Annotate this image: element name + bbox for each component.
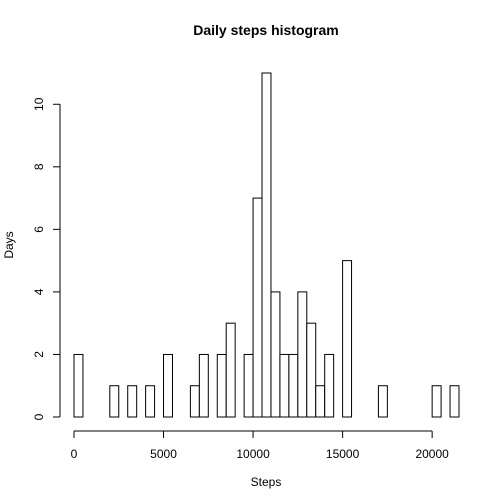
histogram-bar-0 <box>73 353 84 418</box>
histogram-bar-42 <box>449 385 460 418</box>
histogram-bar-20 <box>252 197 263 418</box>
histogram-bar-26 <box>306 322 317 418</box>
y-axis: 0 2 4 6 8 10 <box>32 97 61 420</box>
histogram-bar-4 <box>109 385 120 418</box>
x-tick-label: 5000 <box>150 447 177 461</box>
y-tick-label: 6 <box>32 226 46 233</box>
histogram-bar-22 <box>270 291 281 418</box>
x-tick-label: 0 <box>71 447 78 461</box>
histogram-bar-8 <box>145 385 156 418</box>
histogram-bar-28 <box>324 353 335 418</box>
histogram-bar-16 <box>216 353 227 418</box>
y-tick-label: 2 <box>32 351 46 358</box>
y-tick-label: 8 <box>32 163 46 170</box>
y-tick-label: 4 <box>32 288 46 295</box>
x-tick-label: 20000 <box>415 447 449 461</box>
histogram-bar-34 <box>377 385 388 418</box>
histogram-bar-23 <box>279 353 290 418</box>
histogram-bar-25 <box>297 291 308 418</box>
x-axis-label: Steps <box>251 475 282 489</box>
bars-group <box>73 72 460 418</box>
histogram-bar-6 <box>127 385 138 418</box>
histogram-bar-14 <box>198 353 209 418</box>
x-tick-label: 10000 <box>236 447 270 461</box>
histogram-bar-17 <box>225 322 236 418</box>
y-axis-label: Days <box>2 231 16 258</box>
x-axis: 0 5000 10000 15000 20000 <box>71 430 449 461</box>
y-tick-label: 0 <box>32 413 46 420</box>
histogram-bar-21 <box>261 72 272 418</box>
y-tick-label: 10 <box>32 97 46 111</box>
histogram-bar-24 <box>288 353 299 418</box>
histogram-bar-40 <box>431 385 442 418</box>
histogram-bar-10 <box>163 353 173 418</box>
x-tick-label: 15000 <box>326 447 360 461</box>
histogram-bar-13 <box>189 385 200 418</box>
histogram-bar-27 <box>315 385 326 418</box>
histogram-bar-30 <box>342 260 353 418</box>
chart-title: Daily steps histogram <box>193 22 339 38</box>
histogram-bar-19 <box>243 353 254 418</box>
